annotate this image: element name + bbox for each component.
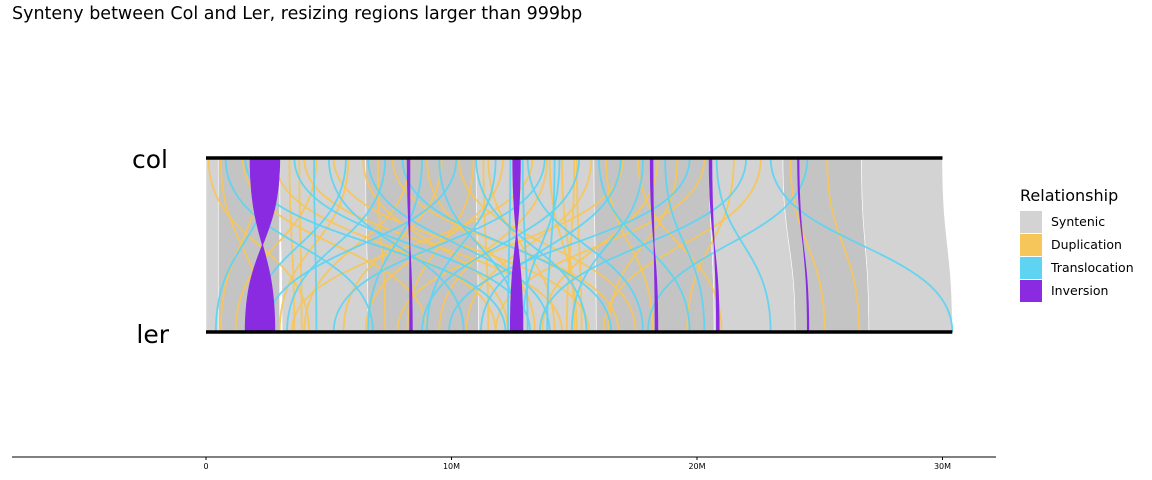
legend-items: Syntenic Duplication Translocation Inversio…	[1020, 210, 1134, 302]
translocation-link	[332, 157, 546, 333]
translocation-link	[475, 157, 588, 333]
duplication-link	[465, 157, 593, 333]
translocation-link	[286, 157, 387, 333]
syntenic-block	[782, 157, 870, 333]
duplication-link	[207, 157, 311, 333]
x-tick-label: 0	[203, 462, 208, 471]
duplication-link	[396, 157, 625, 333]
x-axis-ticks: 0 10M 20M 30M	[203, 457, 951, 471]
duplication-link	[288, 157, 296, 333]
legend-key	[1020, 279, 1042, 302]
duplication-link	[482, 157, 490, 333]
translocation-link	[769, 157, 954, 333]
duplication-link	[273, 157, 497, 333]
duplication-link	[605, 157, 654, 333]
genome-label-ler: ler	[136, 320, 169, 349]
legend-label: Syntenic	[1051, 214, 1106, 229]
translocation-link	[421, 157, 581, 333]
duplication-link	[376, 157, 387, 333]
translocation-link	[448, 157, 691, 333]
legend-label: Duplication	[1051, 237, 1122, 252]
duplication-link	[826, 157, 860, 333]
legend-key	[1020, 210, 1042, 233]
x-tick-label: 20M	[688, 462, 705, 471]
legend: Relationship Syntenic Duplication Transloc…	[1020, 186, 1134, 302]
legend-label: Inversion	[1051, 283, 1109, 298]
legend-item-syntenic: Syntenic	[1020, 210, 1134, 233]
duplication-link	[602, 157, 762, 333]
duplication-link	[426, 157, 536, 333]
legend-key	[1020, 233, 1042, 256]
duplication-link	[342, 157, 443, 333]
legend-item-duplication: Duplication	[1020, 233, 1134, 256]
syntenic-block	[861, 157, 953, 333]
translocation-link	[521, 157, 529, 333]
duplication-link	[438, 157, 549, 333]
translocation-link	[664, 157, 706, 333]
duplication-link	[789, 157, 826, 333]
duplication-link	[487, 157, 556, 333]
legend-key	[1020, 256, 1042, 279]
inversions-layer	[244, 157, 810, 333]
genome-label-col: col	[132, 145, 168, 174]
duplication-link	[278, 157, 350, 333]
duplication-link	[364, 157, 504, 333]
translocation-link	[521, 157, 561, 333]
duplication-link	[494, 157, 706, 333]
synteny-plot: col ler 0 10M 20M 30M	[12, 145, 996, 471]
duplication-link	[234, 157, 318, 333]
translocation-link	[546, 157, 556, 333]
duplication-link	[686, 157, 735, 333]
translocation-link	[313, 157, 318, 333]
x-tick-label: 30M	[934, 462, 951, 471]
translocation-link	[401, 157, 612, 333]
legend-item-inversion: Inversion	[1020, 279, 1134, 302]
translocation-link	[538, 157, 747, 333]
duplication-link	[457, 157, 637, 333]
translocation-link	[570, 157, 644, 333]
translocation-link	[327, 157, 465, 333]
legend-item-translocation: Translocation	[1020, 256, 1134, 279]
translocation-link	[526, 157, 644, 333]
syntenic-block	[708, 157, 796, 333]
translocation-link	[367, 157, 551, 333]
x-tick-label: 10M	[443, 462, 460, 471]
translocation-link	[264, 157, 458, 333]
legend-label: Translocation	[1051, 260, 1134, 275]
syntenic-block	[279, 157, 369, 333]
chart-title: Synteny between Col and Ler, resizing re…	[12, 4, 583, 24]
legend-title: Relationship	[1020, 186, 1119, 205]
translocation-link	[715, 157, 772, 333]
translocation-link	[507, 157, 512, 333]
translocation-link	[367, 157, 423, 333]
duplication-link	[303, 157, 411, 333]
